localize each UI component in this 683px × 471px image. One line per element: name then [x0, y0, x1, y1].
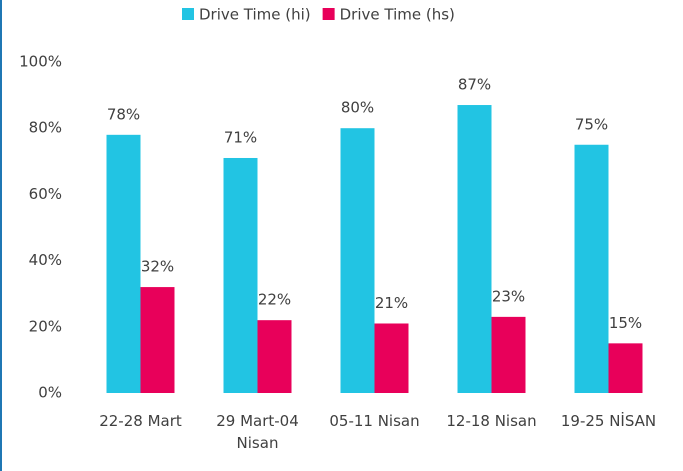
legend-label: Drive Time (hs) — [340, 6, 455, 24]
y-tick-label: 0% — [38, 384, 62, 402]
data-label: 80% — [341, 99, 374, 117]
bar — [140, 287, 175, 393]
data-label: 87% — [458, 76, 491, 94]
legend-swatch — [182, 8, 194, 20]
y-tick-label: 20% — [29, 317, 62, 335]
bar — [106, 134, 141, 393]
data-label: 32% — [141, 258, 174, 276]
y-tick-label: 60% — [29, 185, 62, 203]
bar — [223, 157, 258, 393]
x-tick-label: 29 Mart-04 Nisan — [216, 412, 299, 452]
bar — [457, 105, 492, 393]
x-tick-label: 19-25 NİSAN — [560, 412, 657, 430]
data-label: 75% — [575, 115, 608, 133]
data-label: 21% — [375, 294, 408, 312]
bar — [257, 320, 292, 393]
data-label: 78% — [107, 105, 140, 123]
bar — [491, 316, 526, 393]
x-tick-label: 05-11 Nisan — [329, 412, 420, 430]
bar — [374, 323, 409, 393]
x-tick-label: 12-18 Nisan — [446, 412, 537, 430]
x-tick-label: 22-28 Mart — [99, 412, 182, 430]
data-label: 71% — [224, 128, 257, 146]
legend-label: Drive Time (hi) — [199, 6, 311, 24]
y-tick-label: 40% — [29, 251, 62, 269]
bar — [340, 128, 375, 393]
y-tick-label: 100% — [19, 53, 62, 71]
bar — [574, 144, 609, 393]
bar — [608, 343, 643, 393]
legend-swatch — [322, 8, 335, 20]
data-label: 23% — [492, 287, 525, 305]
y-tick-label: 80% — [29, 119, 62, 137]
data-label: 22% — [258, 291, 291, 309]
data-label: 15% — [609, 314, 642, 332]
